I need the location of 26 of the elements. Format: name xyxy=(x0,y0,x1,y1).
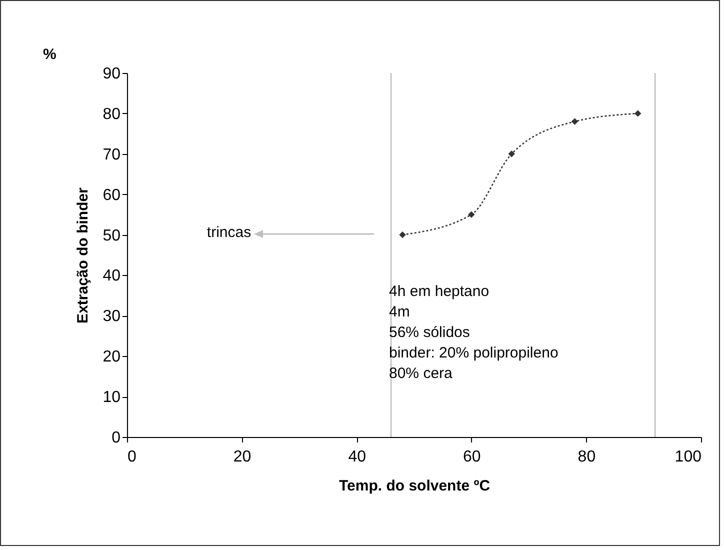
x-tick-label: 60 xyxy=(463,448,481,466)
x-tick-label: 20 xyxy=(233,448,252,466)
x-tick-label: 100 xyxy=(674,448,702,466)
text: % xyxy=(43,46,56,63)
point xyxy=(468,211,475,218)
point xyxy=(399,231,406,238)
y-tick-label: 70 xyxy=(102,146,121,164)
y-tick-label: 0 xyxy=(112,430,121,446)
annotation: trincas xyxy=(206,224,252,241)
y-tick-label: 20 xyxy=(102,348,121,366)
annotation: 4h em heptano 4m 56% sólidos binder: 20% polipropileno 80% cera xyxy=(389,283,558,382)
point xyxy=(508,150,515,158)
y-axis-title: Extração do binder xyxy=(74,187,92,324)
x-tick-label: 40 xyxy=(348,448,366,466)
x-tick-label: 0 xyxy=(128,448,136,466)
point xyxy=(571,118,578,125)
point xyxy=(634,110,642,117)
y-tick-label: 50 xyxy=(102,227,121,244)
x-axis-title: Temp. do solvente ºC xyxy=(338,478,490,494)
y-tick-label: 30 xyxy=(102,308,121,326)
y-tick-label: 60 xyxy=(102,186,121,204)
y-tick-label: 10 xyxy=(102,389,121,406)
x-tick-label: 80 xyxy=(578,448,596,466)
y-tick-label: 90 xyxy=(102,66,121,82)
y-tick-label: 40 xyxy=(102,268,121,285)
y-tick-label: 80 xyxy=(102,106,121,123)
